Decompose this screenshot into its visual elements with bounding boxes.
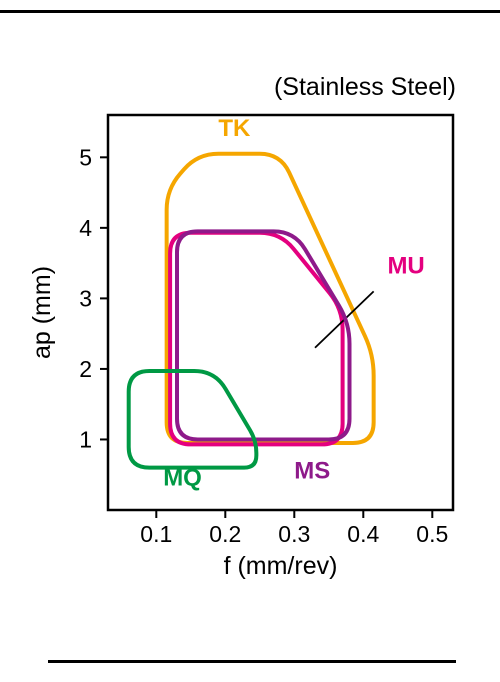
series-label-TK: TK [218, 115, 251, 142]
chart-area: 0.1 0.2 0.3 0.4 0.5 1 2 3 4 5 f (mm/rev) ap (mm) (St… [0, 30, 500, 630]
chart-svg: 0.1 0.2 0.3 0.4 0.5 1 2 3 4 5 f (mm/rev) ap (mm) (St… [0, 30, 500, 610]
y-tick-label: 4 [79, 215, 92, 241]
series-MU: MU [170, 233, 425, 445]
y-tick-label: 3 [79, 285, 92, 311]
x-axis-label: f (mm/rev) [224, 552, 338, 580]
plot-frame [108, 115, 453, 510]
bottom-divider [48, 660, 456, 663]
series-MQ: MQ [129, 371, 257, 491]
x-tick-label: 0.3 [278, 521, 310, 547]
top-divider [0, 10, 500, 13]
y-tick-label: 2 [79, 356, 92, 382]
series-shape-MU [170, 233, 343, 445]
series-shape-MS [177, 231, 350, 439]
y-axis-label: ap (mm) [28, 266, 56, 359]
y-tick-label: 1 [79, 426, 92, 452]
x-tick-label: 0.2 [209, 521, 241, 547]
y-tick-label: 5 [79, 144, 92, 170]
series-label-MQ: MQ [163, 464, 202, 491]
x-tick-label: 0.5 [416, 521, 448, 547]
x-tick-label: 0.4 [347, 521, 379, 547]
series-label-MU: MU [387, 253, 424, 280]
series-shape-MQ [129, 371, 257, 468]
chart-title: (Stainless Steel) [274, 73, 456, 101]
x-tick-label: 0.1 [140, 521, 172, 547]
series-label-MS: MS [294, 457, 330, 484]
